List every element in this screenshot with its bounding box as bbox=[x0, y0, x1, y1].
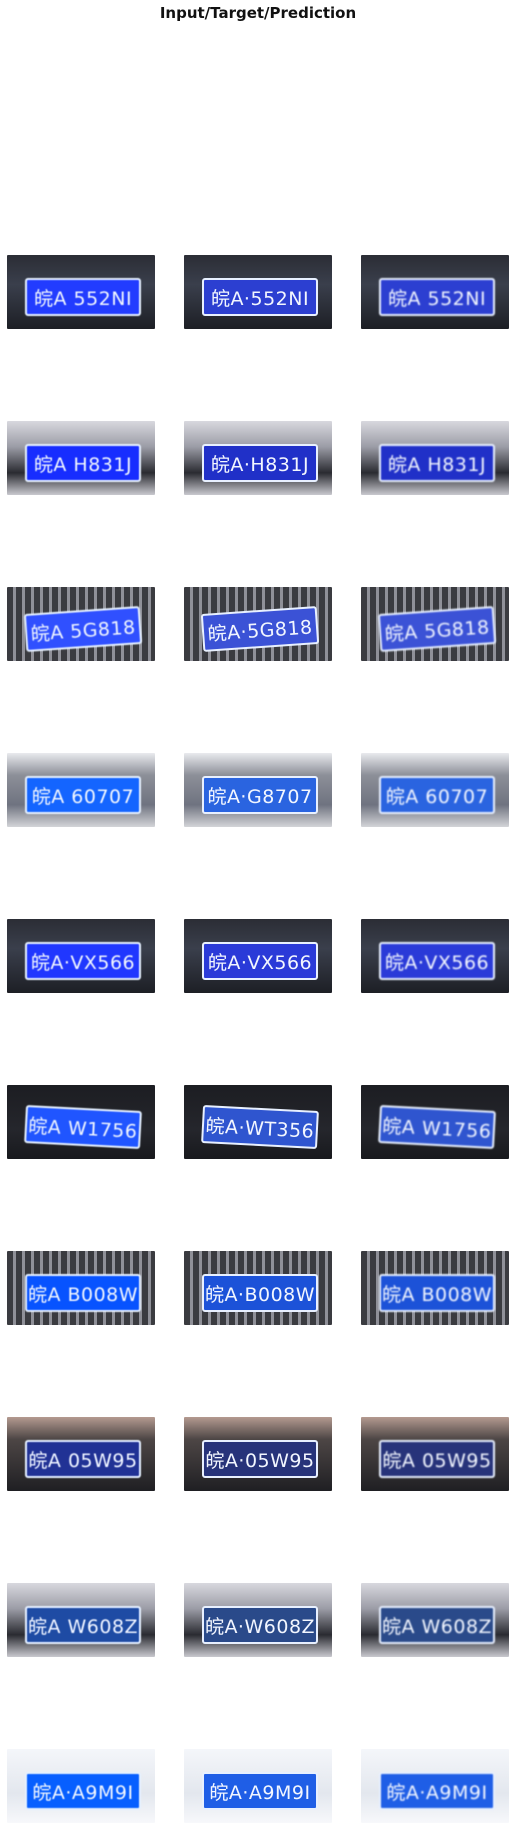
plate-image-prediction: 皖A 5G818 bbox=[361, 587, 509, 661]
plate-image-prediction: 皖A·VX566 bbox=[361, 919, 509, 993]
license-plate-text: 皖A·B008W bbox=[202, 1274, 318, 1312]
plate-image-input: 皖A B008W bbox=[7, 1251, 155, 1325]
plate-image-input: 皖A W1756 bbox=[7, 1085, 155, 1159]
license-plate-text: 皖A W608Z bbox=[25, 1606, 141, 1644]
license-plate-text: 皖A·VX566 bbox=[379, 942, 495, 980]
plate-image-prediction: 皖A H831J bbox=[361, 421, 509, 495]
plate-image-target: 皖A·H831J bbox=[184, 421, 332, 495]
license-plate-text: 皖A 60707 bbox=[379, 776, 495, 814]
license-plate-text: 皖A·H831J bbox=[202, 444, 318, 482]
plate-image-input: 皖A 60707 bbox=[7, 753, 155, 827]
license-plate-text: 皖A W1756 bbox=[24, 1105, 142, 1149]
license-plate-text: 皖A 60707 bbox=[25, 776, 141, 814]
plate-image-prediction: 皖A B008W bbox=[361, 1251, 509, 1325]
plate-image-prediction: 皖A W1756 bbox=[361, 1085, 509, 1159]
plate-image-prediction: 皖A 05W95 bbox=[361, 1417, 509, 1491]
license-plate-text: 皖A 05W95 bbox=[379, 1440, 495, 1478]
license-plate-text: 皖A·W608Z bbox=[202, 1606, 318, 1644]
license-plate-text: 皖A 5G818 bbox=[24, 606, 142, 652]
license-plate-text: 皖A B008W bbox=[379, 1274, 495, 1312]
license-plate-text: 皖A 5G818 bbox=[378, 606, 496, 652]
plate-image-input: 皖A H831J bbox=[7, 421, 155, 495]
plate-image-target: 皖A·5G818 bbox=[184, 587, 332, 661]
license-plate-text: 皖A 552NI bbox=[379, 278, 495, 316]
license-plate-text: 皖A·G8707 bbox=[202, 776, 318, 814]
plate-image-target: 皖A·VX566 bbox=[184, 919, 332, 993]
license-plate-text: 皖A·VX566 bbox=[25, 942, 141, 980]
plate-image-input: 皖A·A9M9I bbox=[7, 1749, 155, 1823]
license-plate-text: 皖A W1756 bbox=[378, 1105, 496, 1149]
plate-image-input: 皖A W608Z bbox=[7, 1583, 155, 1657]
plate-image-target: 皖A·G8707 bbox=[184, 753, 332, 827]
license-plate-text: 皖A·552NI bbox=[202, 278, 318, 316]
license-plate-text: 皖A H831J bbox=[379, 444, 495, 482]
license-plate-text: 皖A·A9M9I bbox=[202, 1772, 318, 1810]
license-plate-text: 皖A·5G818 bbox=[201, 606, 319, 652]
plate-image-prediction: 皖A W608Z bbox=[361, 1583, 509, 1657]
license-plate-text: 皖A·WT356 bbox=[201, 1105, 319, 1149]
plate-image-target: 皖A·W608Z bbox=[184, 1583, 332, 1657]
license-plate-text: 皖A·05W95 bbox=[202, 1440, 318, 1478]
plate-image-input: 皖A 05W95 bbox=[7, 1417, 155, 1491]
plate-image-prediction: 皖A 552NI bbox=[361, 255, 509, 329]
plate-image-target: 皖A·A9M9I bbox=[184, 1749, 332, 1823]
license-plate-text: 皖A W608Z bbox=[379, 1606, 495, 1644]
license-plate-text: 皖A·VX566 bbox=[202, 942, 318, 980]
plate-image-target: 皖A·05W95 bbox=[184, 1417, 332, 1491]
license-plate-text: 皖A·A9M9I bbox=[25, 1772, 141, 1810]
plate-image-prediction: 皖A·A9M9I bbox=[361, 1749, 509, 1823]
plate-image-target: 皖A·552NI bbox=[184, 255, 332, 329]
license-plate-text: 皖A B008W bbox=[25, 1274, 141, 1312]
plate-image-target: 皖A·WT356 bbox=[184, 1085, 332, 1159]
plate-image-input: 皖A 5G818 bbox=[7, 587, 155, 661]
plate-image-prediction: 皖A 60707 bbox=[361, 753, 509, 827]
plate-image-target: 皖A·B008W bbox=[184, 1251, 332, 1325]
figure-title: Input/Target/Prediction bbox=[0, 4, 516, 22]
license-plate-text: 皖A 552NI bbox=[25, 278, 141, 316]
plate-image-input: 皖A·VX566 bbox=[7, 919, 155, 993]
license-plate-text: 皖A·A9M9I bbox=[379, 1772, 495, 1810]
license-plate-text: 皖A H831J bbox=[25, 444, 141, 482]
plate-image-input: 皖A 552NI bbox=[7, 255, 155, 329]
license-plate-text: 皖A 05W95 bbox=[25, 1440, 141, 1478]
